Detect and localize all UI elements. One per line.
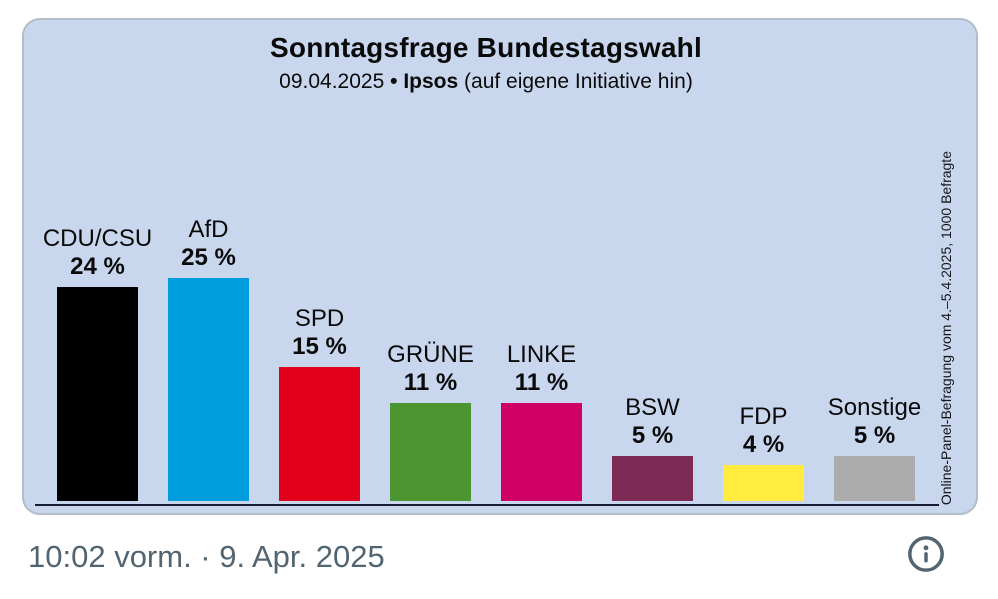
- bar-group-spd: SPD 15 %: [279, 305, 360, 501]
- subtitle-source: Ipsos: [403, 70, 459, 93]
- bar-label: AfD: [188, 216, 229, 243]
- bar: [390, 403, 471, 501]
- chart-subtitle: 09.04.2025 • Ipsos (auf eigene Initiativ…: [24, 70, 948, 94]
- bar-label: SPD: [294, 305, 345, 332]
- chart-title: Sonntagsfrage Bundestagswahl: [270, 32, 702, 63]
- bar: [501, 403, 582, 501]
- bar-value-label: 5 %: [631, 422, 674, 449]
- bar-value-label: 24 %: [70, 253, 125, 280]
- bars-layer: CDU/CSU 24 % AfD 25 % SPD 15 % GRÜNE 11 % LINKE 1…: [24, 20, 976, 513]
- bar: [168, 278, 249, 501]
- post-timestamp: 10:02 vorm. · 9. Apr. 2025: [28, 539, 385, 574]
- bar: [612, 456, 693, 501]
- bar-group-cdu-csu: CDU/CSU 24 %: [43, 225, 152, 501]
- bar-label: CDU/CSU: [42, 225, 153, 252]
- bar-value-label: 11 %: [514, 369, 569, 396]
- poll-chart-card: Sonntagsfrage Bundestagswahl 09.04.2025 …: [22, 18, 978, 515]
- bar-label: FDP: [739, 403, 788, 430]
- bar-value-label: 25 %: [181, 244, 236, 271]
- bar-label: Sonstige: [827, 394, 922, 421]
- bar-group-gr-ne: GRÜNE 11 %: [387, 341, 474, 501]
- bar-label: LINKE: [506, 341, 577, 368]
- bar-label: BSW: [625, 394, 680, 421]
- bar-value-label: 15 %: [292, 333, 347, 360]
- bar-value-label: 11 %: [403, 369, 458, 396]
- bar-value-label: 4 %: [742, 431, 785, 458]
- bar-group-linke: LINKE 11 %: [501, 341, 582, 501]
- bar-value-label: 5 %: [853, 422, 896, 449]
- chart-baseline: [35, 504, 939, 506]
- bar: [57, 287, 138, 501]
- info-circle-icon: [906, 534, 946, 574]
- bar: [279, 367, 360, 501]
- bar-group-fdp: FDP 4 %: [723, 403, 804, 501]
- subtitle-separator: •: [390, 70, 398, 93]
- methodology-side-note: Online-Panel-Befragung vom 4.–5.4.2025, …: [938, 150, 954, 505]
- info-button[interactable]: [906, 534, 946, 574]
- bar: [834, 456, 915, 501]
- bar-group-sonstige: Sonstige 5 %: [828, 394, 921, 501]
- bar-group-afd: AfD 25 %: [168, 216, 249, 501]
- subtitle-note: (auf eigene Initiative hin): [464, 70, 693, 93]
- bar-label: GRÜNE: [387, 341, 474, 368]
- bar: [723, 465, 804, 501]
- subtitle-date: 09.04.2025: [279, 70, 385, 93]
- bar-group-bsw: BSW 5 %: [612, 394, 693, 501]
